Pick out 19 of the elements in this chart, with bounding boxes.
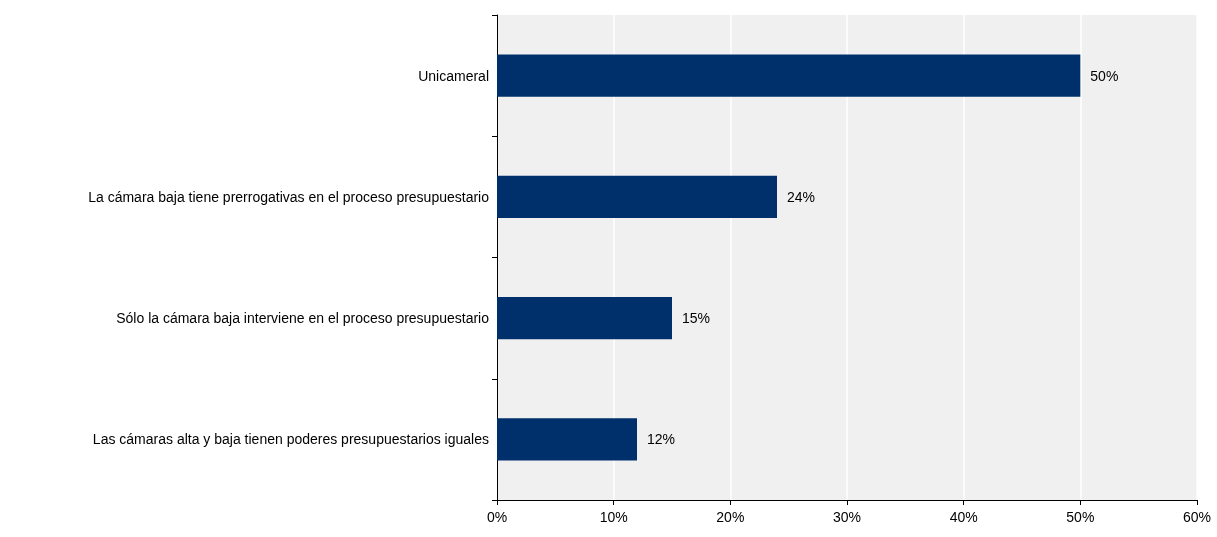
y-tick-label: Unicameral [418, 67, 489, 84]
bar [497, 175, 777, 219]
bar [497, 54, 1081, 97]
y-tick-label: Las cámaras alta y baja tienen poderes presupuestarios iguales [92, 431, 489, 448]
bar [497, 296, 672, 340]
bar [497, 418, 637, 461]
data-label: 50% [1090, 67, 1119, 84]
x-tick-label: 60% [1182, 509, 1212, 525]
y-tick-label: La cámara baja tiene prerrogativas en el proceso presupuestario [88, 188, 490, 205]
x-tick-label: 0% [486, 509, 508, 525]
data-label: 12% [647, 431, 676, 448]
x-tick-label: 10% [599, 509, 628, 525]
x-tick-label: 40% [949, 509, 978, 525]
x-tick-label: 20% [716, 509, 745, 525]
x-tick-label: 30% [832, 509, 862, 525]
data-label: 15% [682, 310, 711, 327]
data-label: 24% [787, 188, 816, 205]
x-tick-label: 50% [1066, 509, 1095, 525]
y-tick-label: Sólo la cámara baja interviene en el proceso presupuestario [116, 310, 490, 327]
